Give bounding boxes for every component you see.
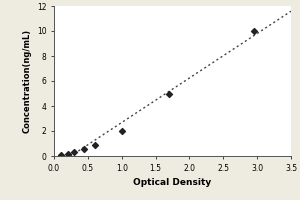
Y-axis label: Concentration(ng/mL): Concentration(ng/mL) — [22, 29, 31, 133]
Point — [65, 153, 70, 156]
Point — [82, 148, 87, 151]
Point — [251, 29, 256, 33]
Point — [92, 143, 97, 146]
Point — [58, 154, 63, 157]
Point — [119, 129, 124, 133]
Point — [167, 92, 172, 95]
Point — [72, 151, 77, 154]
X-axis label: Optical Density: Optical Density — [134, 178, 212, 187]
